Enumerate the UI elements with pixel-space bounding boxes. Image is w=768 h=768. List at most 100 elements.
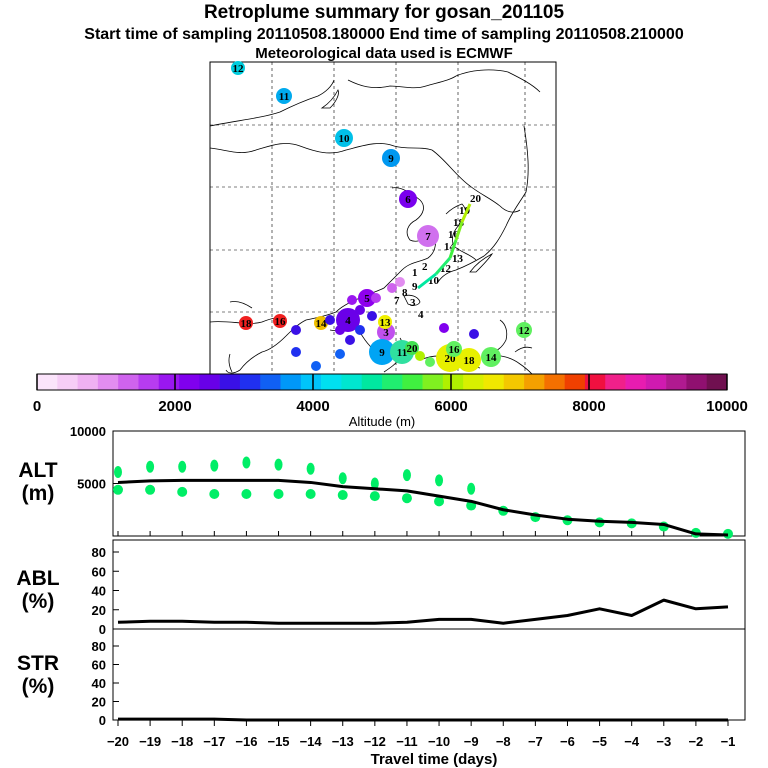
x-tick-label: −5: [592, 734, 607, 749]
colorbar-cell: [57, 374, 78, 390]
map-point: 9: [382, 149, 400, 167]
map-point-minor: [387, 283, 397, 293]
alt-dot-lower: [305, 489, 316, 499]
alt-dot-upper: [242, 456, 251, 469]
x-tick-label: −14: [300, 734, 323, 749]
alt-dot-lower: [401, 493, 412, 504]
map-point-label: 6: [405, 194, 411, 206]
alt-y-tick-label: 10000: [70, 424, 106, 439]
alt-mean-line: [117, 478, 729, 537]
str-unit: (%): [22, 675, 55, 698]
map-day-label: 19: [459, 205, 471, 217]
x-tick-label: −9: [464, 734, 479, 749]
x-tick-label: −17: [203, 734, 225, 749]
map-point-minor: [469, 329, 479, 339]
colorbar-cell: [199, 374, 220, 390]
map-point-marker: [314, 316, 328, 330]
map-point: 11: [276, 88, 292, 104]
map-point-minor: [425, 357, 435, 367]
map-point: 13: [378, 315, 392, 329]
alt-dot-lower: [177, 486, 188, 497]
alt-dot-lower: [434, 496, 445, 507]
map-point: 18: [457, 348, 481, 372]
map-point-label: 20: [407, 343, 419, 355]
map-point-marker: [399, 190, 417, 208]
x-tick-label: −12: [364, 734, 386, 749]
colorbar-ticks: 0 2000 4000 6000 8000 10000: [33, 374, 748, 415]
colorbar-cell: [219, 374, 241, 390]
map-point: 16: [273, 314, 287, 328]
map-point-minor: [335, 349, 345, 359]
colorbar-cell: [402, 374, 423, 390]
alt-dot-upper: [435, 474, 444, 487]
map-day-label: 7: [394, 295, 400, 307]
map-point-minor: [415, 351, 425, 361]
map-point-label: 11: [279, 91, 289, 103]
colorbar-tick-label: 10000: [706, 398, 748, 415]
alt-dot-upper: [178, 460, 187, 473]
alt-panel-frame: [112, 430, 746, 537]
map-point-label: 7: [425, 231, 431, 243]
colorbar-tick-label: 2000: [158, 398, 191, 415]
x-tick-label: −7: [528, 734, 543, 749]
colorbar-cell: [544, 374, 565, 390]
colorbar-cell: [686, 374, 708, 390]
alt-dot-upper: [210, 459, 219, 472]
map-point-marker: [378, 315, 392, 329]
map-point-label: 18: [241, 318, 253, 330]
map-point: 12: [231, 61, 245, 75]
map-point: 10: [335, 129, 353, 147]
alt-dot-lower: [241, 489, 252, 499]
alt-dot-lower: [273, 489, 284, 499]
map-point-minor: [355, 305, 365, 315]
x-tick-label: −16: [235, 734, 257, 749]
x-tick-label: −3: [656, 734, 671, 749]
map-point-label: 12: [233, 63, 245, 75]
colorbar-cell: [463, 374, 484, 390]
chart-title: Retroplume summary for gosan_201105: [203, 2, 565, 23]
x-tick-label: −2: [688, 734, 703, 749]
map-point-label: 9: [388, 153, 394, 165]
x-tick-label: −6: [560, 734, 575, 749]
map-day-label: 3: [410, 297, 416, 309]
alt-dot-upper: [370, 477, 379, 490]
map-point: 5: [358, 289, 376, 307]
x-tick-label: −20: [107, 734, 129, 749]
map-day-label: 9: [412, 281, 418, 293]
map-point-minor: [291, 325, 301, 335]
colorbar-cell: [239, 374, 261, 390]
map-point: 16: [446, 341, 462, 357]
map-point: 6: [399, 190, 417, 208]
x-tick-label: −15: [267, 734, 289, 749]
colorbar-cell: [666, 374, 687, 390]
map-point-minor: [345, 335, 355, 345]
abl-y-tick-label: 60: [92, 564, 106, 579]
colorbar-cell: [442, 374, 464, 390]
map-dense-numbers: 20 19 18 16 14 13 12 10 9 8 7 3 4 2 1: [394, 193, 482, 321]
map-point-marker: [405, 341, 419, 355]
map-point-label: 14: [486, 352, 498, 364]
map-point-marker: [276, 88, 292, 104]
colorbar-cell: [280, 374, 302, 390]
map-point-marker: [382, 149, 400, 167]
x-tick-label: −13: [332, 734, 354, 749]
alt-dot-upper: [467, 482, 476, 495]
map-point-marker: [358, 289, 376, 307]
abl-y-tick-label: 80: [92, 545, 106, 560]
abl-line: [117, 598, 729, 625]
colorbar-cell: [118, 374, 139, 390]
alt-dot-lower: [145, 484, 156, 495]
colorbar-cell: [422, 374, 444, 390]
alt-dot-lower: [209, 489, 220, 499]
map-day-label: 10: [428, 275, 440, 287]
map-point-minor: [347, 295, 357, 305]
colorbar-cell: [503, 374, 525, 390]
altitude-colorbar: 0 2000 4000 6000 8000 10000 Altitude (m): [33, 373, 748, 429]
str-y-tick-label: 80: [92, 639, 106, 654]
x-tick-label: −18: [171, 734, 193, 749]
map-point: 9: [369, 339, 395, 365]
colorbar-cell: [382, 374, 403, 390]
